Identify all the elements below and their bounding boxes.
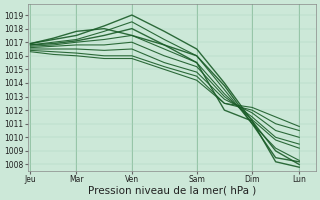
X-axis label: Pression niveau de la mer( hPa ): Pression niveau de la mer( hPa ) [88, 186, 256, 196]
